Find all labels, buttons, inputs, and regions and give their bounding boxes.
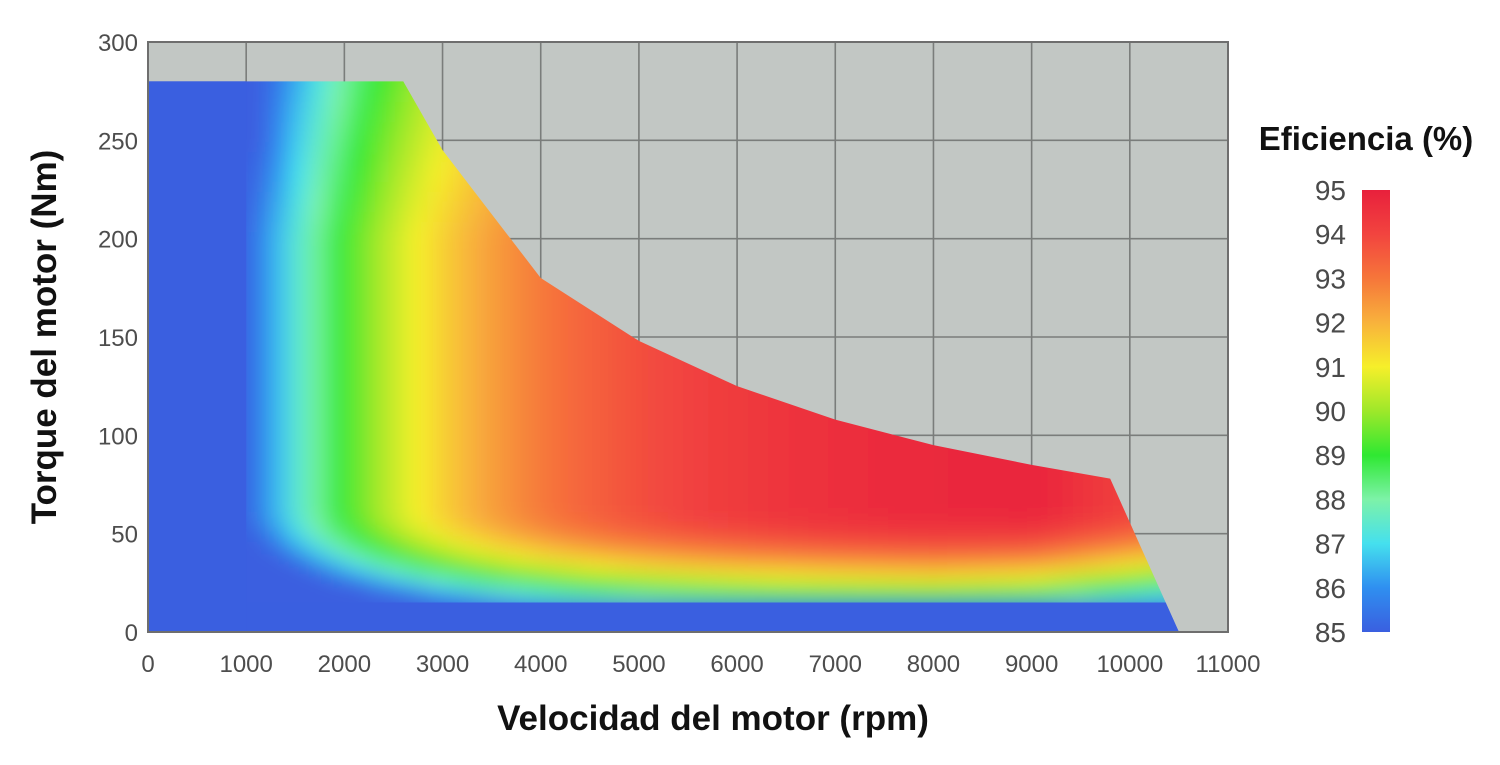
x-tick-label: 10000 — [1096, 651, 1163, 678]
colorbar-tick-label: 88 — [1315, 484, 1346, 515]
low-torque-region — [148, 602, 1179, 632]
colorbar-tick-label: 90 — [1315, 396, 1346, 427]
efficiency-heatmap — [148, 81, 1179, 633]
y-axis-ticks: 0 50 100 150 200 250 300 — [98, 30, 138, 647]
colorbar-tick-label: 85 — [1315, 617, 1346, 648]
x-tick-label: 2000 — [318, 651, 371, 678]
y-tick-label: 50 — [111, 522, 138, 549]
plot-frame — [147, 41, 1229, 633]
colorbar-tick-label: 92 — [1315, 308, 1346, 339]
x-tick-label: 4000 — [514, 651, 567, 678]
x-tick-label: 5000 — [612, 651, 665, 678]
x-tick-label: 7000 — [809, 651, 862, 678]
y-tick-label: 150 — [98, 325, 138, 352]
x-tick-label: 0 — [141, 651, 154, 678]
x-tick-label: 8000 — [907, 651, 960, 678]
y-tick-label: 100 — [98, 423, 138, 450]
x-tick-label: 3000 — [416, 651, 469, 678]
low-speed-region — [148, 81, 247, 632]
colorbar-tick-label: 94 — [1315, 219, 1346, 250]
x-axis-title: Velocidad del motor (rpm) — [497, 699, 929, 738]
colorbar-tick-label: 95 — [1315, 175, 1346, 206]
y-axis-title: Torque del motor (Nm) — [25, 150, 64, 525]
x-tick-label: 1000 — [219, 651, 272, 678]
colorbar-tick-label: 91 — [1315, 352, 1346, 383]
colorbar-tick-label: 93 — [1315, 263, 1346, 294]
colorbar-title: Eficiencia (%) — [1259, 120, 1474, 157]
y-tick-label: 300 — [98, 30, 138, 57]
colorbar-tick-label: 86 — [1315, 573, 1346, 604]
colorbar-ticks: 85 86 87 88 89 90 91 92 93 94 95 — [1315, 175, 1346, 648]
x-axis-ticks: 0 1000 2000 3000 4000 5000 6000 7000 8000 9000 100… — [141, 651, 1260, 678]
x-tick-label: 9000 — [1005, 651, 1058, 678]
y-tick-label: 250 — [98, 128, 138, 155]
colorbar-tick-label: 89 — [1315, 440, 1346, 471]
x-tick-label: 11000 — [1196, 651, 1261, 678]
colorbar — [1362, 190, 1390, 632]
y-tick-label: 200 — [98, 227, 138, 254]
colorbar-tick-label: 87 — [1315, 529, 1346, 560]
x-tick-label: 6000 — [710, 651, 763, 678]
y-tick-label: 0 — [125, 620, 138, 647]
